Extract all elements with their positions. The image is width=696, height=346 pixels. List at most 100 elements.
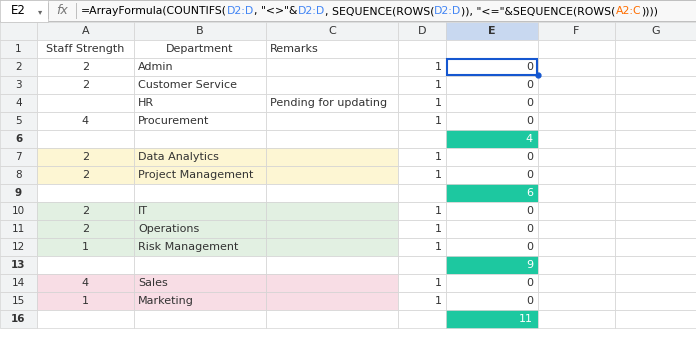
Text: 1: 1: [435, 242, 442, 252]
Bar: [76, 3, 77, 19]
Bar: [398, 310, 446, 328]
Text: C: C: [328, 26, 336, 36]
Bar: [266, 292, 398, 310]
Text: 5: 5: [15, 116, 22, 126]
Text: 2: 2: [82, 80, 89, 90]
Bar: [0, 76, 37, 94]
Bar: [538, 40, 615, 58]
Text: B: B: [196, 26, 204, 36]
Text: 0: 0: [526, 296, 533, 306]
Text: D2:D: D2:D: [434, 6, 461, 16]
Text: fx: fx: [56, 4, 68, 18]
Bar: [615, 274, 696, 292]
Bar: [538, 184, 615, 202]
Text: E: E: [488, 26, 496, 36]
Bar: [398, 166, 446, 184]
Bar: [0, 22, 37, 40]
Bar: [37, 166, 134, 184]
Bar: [37, 238, 134, 256]
Bar: [0, 202, 37, 220]
Bar: [0, 220, 37, 238]
Bar: [134, 256, 266, 274]
Text: 2: 2: [82, 62, 89, 72]
Text: F: F: [574, 26, 580, 36]
Text: Department: Department: [166, 44, 234, 54]
Text: Customer Service: Customer Service: [138, 80, 237, 90]
Bar: [538, 58, 615, 76]
Bar: [266, 184, 398, 202]
Bar: [538, 274, 615, 292]
Bar: [266, 310, 398, 328]
Bar: [615, 184, 696, 202]
Bar: [446, 184, 538, 202]
Bar: [266, 202, 398, 220]
Bar: [0, 94, 37, 112]
Bar: [0, 166, 37, 184]
Bar: [0, 238, 37, 256]
Text: 7: 7: [15, 152, 22, 162]
Bar: [615, 22, 696, 40]
Bar: [615, 220, 696, 238]
Text: 0: 0: [526, 206, 533, 216]
Text: 4: 4: [82, 278, 89, 288]
Text: D2:D: D2:D: [297, 6, 325, 16]
Bar: [538, 166, 615, 184]
Text: 4: 4: [15, 98, 22, 108]
Bar: [134, 166, 266, 184]
Bar: [266, 274, 398, 292]
Bar: [446, 40, 538, 58]
Text: 0: 0: [526, 116, 533, 126]
Bar: [615, 112, 696, 130]
Bar: [37, 274, 134, 292]
Bar: [134, 40, 266, 58]
Bar: [0, 21, 696, 22]
Bar: [48, 3, 49, 19]
Bar: [398, 58, 446, 76]
Bar: [37, 148, 134, 166]
Bar: [615, 148, 696, 166]
Text: =ArrayFormula(COUNTIFS(: =ArrayFormula(COUNTIFS(: [81, 6, 227, 16]
Text: 0: 0: [526, 278, 533, 288]
Bar: [0, 292, 37, 310]
Bar: [538, 22, 615, 40]
Text: 11: 11: [519, 314, 533, 324]
Text: IT: IT: [138, 206, 148, 216]
Bar: [538, 238, 615, 256]
Bar: [446, 148, 538, 166]
Text: 1: 1: [435, 170, 442, 180]
Bar: [134, 130, 266, 148]
Bar: [446, 58, 538, 76]
Bar: [446, 202, 538, 220]
Bar: [398, 220, 446, 238]
Text: , "<>"&: , "<>"&: [254, 6, 297, 16]
Bar: [0, 310, 37, 328]
Text: 12: 12: [12, 242, 25, 252]
Bar: [266, 112, 398, 130]
Bar: [266, 22, 398, 40]
Bar: [398, 256, 446, 274]
Bar: [538, 130, 615, 148]
Text: 1: 1: [82, 242, 89, 252]
Text: Admin: Admin: [138, 62, 173, 72]
Text: D: D: [418, 26, 426, 36]
Bar: [134, 148, 266, 166]
Bar: [0, 58, 37, 76]
Bar: [398, 238, 446, 256]
Bar: [398, 112, 446, 130]
Bar: [37, 202, 134, 220]
Bar: [446, 130, 538, 148]
Text: 2: 2: [82, 170, 89, 180]
Text: 0: 0: [526, 62, 533, 72]
Bar: [446, 112, 538, 130]
Text: 16: 16: [11, 314, 26, 324]
Bar: [615, 40, 696, 58]
Bar: [0, 130, 37, 148]
Text: Marketing: Marketing: [138, 296, 194, 306]
Bar: [446, 256, 538, 274]
Text: Data Analytics: Data Analytics: [138, 152, 219, 162]
Bar: [0, 0, 48, 22]
Bar: [266, 130, 398, 148]
Bar: [37, 184, 134, 202]
Text: 2: 2: [82, 152, 89, 162]
Bar: [37, 292, 134, 310]
